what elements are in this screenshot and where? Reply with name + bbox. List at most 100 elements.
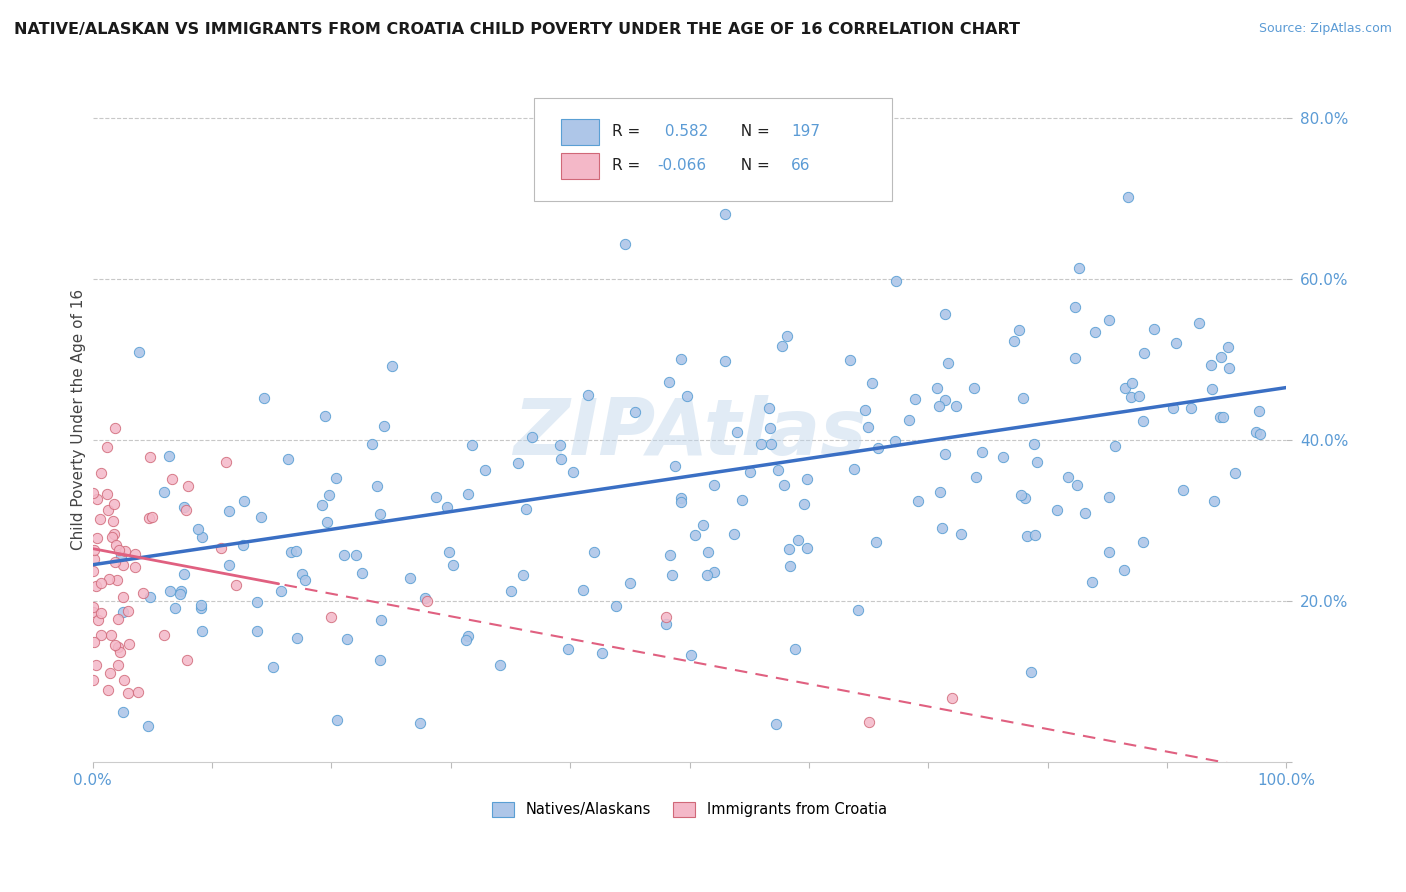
Point bbox=[90, 607, 112, 621]
Point bbox=[474, 463, 496, 477]
Point bbox=[117, 637, 139, 651]
Point bbox=[692, 518, 714, 533]
Bar bbox=[561, 153, 599, 178]
Point bbox=[883, 434, 905, 448]
Point bbox=[1201, 382, 1223, 396]
Point bbox=[97, 503, 120, 517]
Point bbox=[191, 530, 214, 544]
Point bbox=[761, 437, 783, 451]
Point bbox=[853, 402, 876, 417]
Point bbox=[664, 459, 686, 474]
Point bbox=[1010, 488, 1032, 502]
Point bbox=[950, 527, 973, 541]
Point bbox=[82, 606, 104, 620]
Point bbox=[1247, 403, 1270, 417]
Point bbox=[1104, 439, 1126, 453]
Point bbox=[1008, 323, 1031, 337]
Point bbox=[703, 478, 725, 492]
Point bbox=[1046, 503, 1069, 517]
Point bbox=[83, 635, 105, 649]
Text: R =: R = bbox=[612, 158, 645, 173]
Legend: Natives/Alaskans, Immigrants from Croatia: Natives/Alaskans, Immigrants from Croati… bbox=[486, 797, 893, 823]
Point bbox=[285, 543, 308, 558]
Point bbox=[619, 576, 641, 591]
Point bbox=[659, 548, 682, 562]
Point bbox=[314, 409, 336, 424]
Point bbox=[461, 438, 484, 452]
Point bbox=[1002, 334, 1025, 348]
Point bbox=[163, 601, 186, 615]
Point bbox=[82, 673, 104, 687]
Point bbox=[368, 507, 391, 521]
Text: 197: 197 bbox=[792, 124, 820, 139]
Point bbox=[368, 652, 391, 666]
Point bbox=[931, 521, 953, 535]
Point bbox=[1249, 427, 1271, 442]
Point bbox=[1014, 491, 1036, 506]
Point bbox=[1132, 413, 1154, 427]
Point bbox=[1225, 466, 1247, 480]
Point bbox=[886, 274, 908, 288]
Point bbox=[439, 545, 461, 559]
Point bbox=[576, 388, 599, 402]
Point bbox=[321, 610, 343, 624]
Point bbox=[703, 565, 725, 579]
Point bbox=[1116, 190, 1139, 204]
Point bbox=[725, 425, 748, 440]
Point bbox=[897, 413, 920, 427]
Point bbox=[366, 479, 388, 493]
Point bbox=[100, 628, 122, 642]
Point bbox=[1171, 483, 1194, 498]
Text: -0.066: -0.066 bbox=[657, 158, 706, 173]
Point bbox=[209, 541, 232, 556]
Point bbox=[550, 451, 572, 466]
Point bbox=[139, 590, 162, 604]
Point bbox=[1143, 322, 1166, 336]
Point bbox=[796, 472, 818, 486]
Point bbox=[696, 567, 718, 582]
Point bbox=[215, 455, 238, 469]
Point bbox=[751, 437, 773, 451]
Point bbox=[1026, 455, 1049, 469]
Point bbox=[963, 381, 986, 395]
Point bbox=[82, 564, 104, 578]
Point bbox=[1084, 325, 1107, 339]
Point bbox=[506, 456, 529, 470]
Point bbox=[416, 594, 439, 608]
Point bbox=[1209, 350, 1232, 364]
Point bbox=[457, 487, 479, 501]
Point bbox=[441, 558, 464, 572]
Point bbox=[1128, 389, 1150, 403]
Point bbox=[111, 705, 134, 719]
FancyBboxPatch shape bbox=[534, 98, 893, 201]
Point bbox=[1112, 563, 1135, 577]
Point bbox=[86, 491, 108, 506]
Point bbox=[409, 716, 432, 731]
Point bbox=[169, 587, 191, 601]
Point bbox=[1132, 535, 1154, 549]
Point bbox=[336, 632, 359, 646]
Point bbox=[858, 714, 880, 729]
Point bbox=[174, 503, 197, 517]
Point bbox=[318, 488, 340, 502]
Point bbox=[399, 571, 422, 585]
Point bbox=[796, 541, 818, 556]
Point bbox=[766, 463, 789, 477]
Point bbox=[326, 713, 349, 727]
Point bbox=[907, 494, 929, 508]
Point bbox=[671, 491, 693, 505]
Point bbox=[108, 543, 131, 558]
Text: 0.582: 0.582 bbox=[659, 124, 709, 139]
Point bbox=[139, 450, 162, 464]
Point bbox=[117, 686, 139, 700]
Point bbox=[844, 461, 866, 475]
Point bbox=[141, 510, 163, 524]
Point bbox=[82, 486, 104, 500]
Point bbox=[865, 535, 887, 549]
Point bbox=[218, 558, 240, 572]
Point bbox=[1119, 390, 1142, 404]
Point bbox=[1209, 410, 1232, 425]
Point bbox=[152, 628, 174, 642]
Point bbox=[499, 583, 522, 598]
Point bbox=[1024, 528, 1046, 542]
